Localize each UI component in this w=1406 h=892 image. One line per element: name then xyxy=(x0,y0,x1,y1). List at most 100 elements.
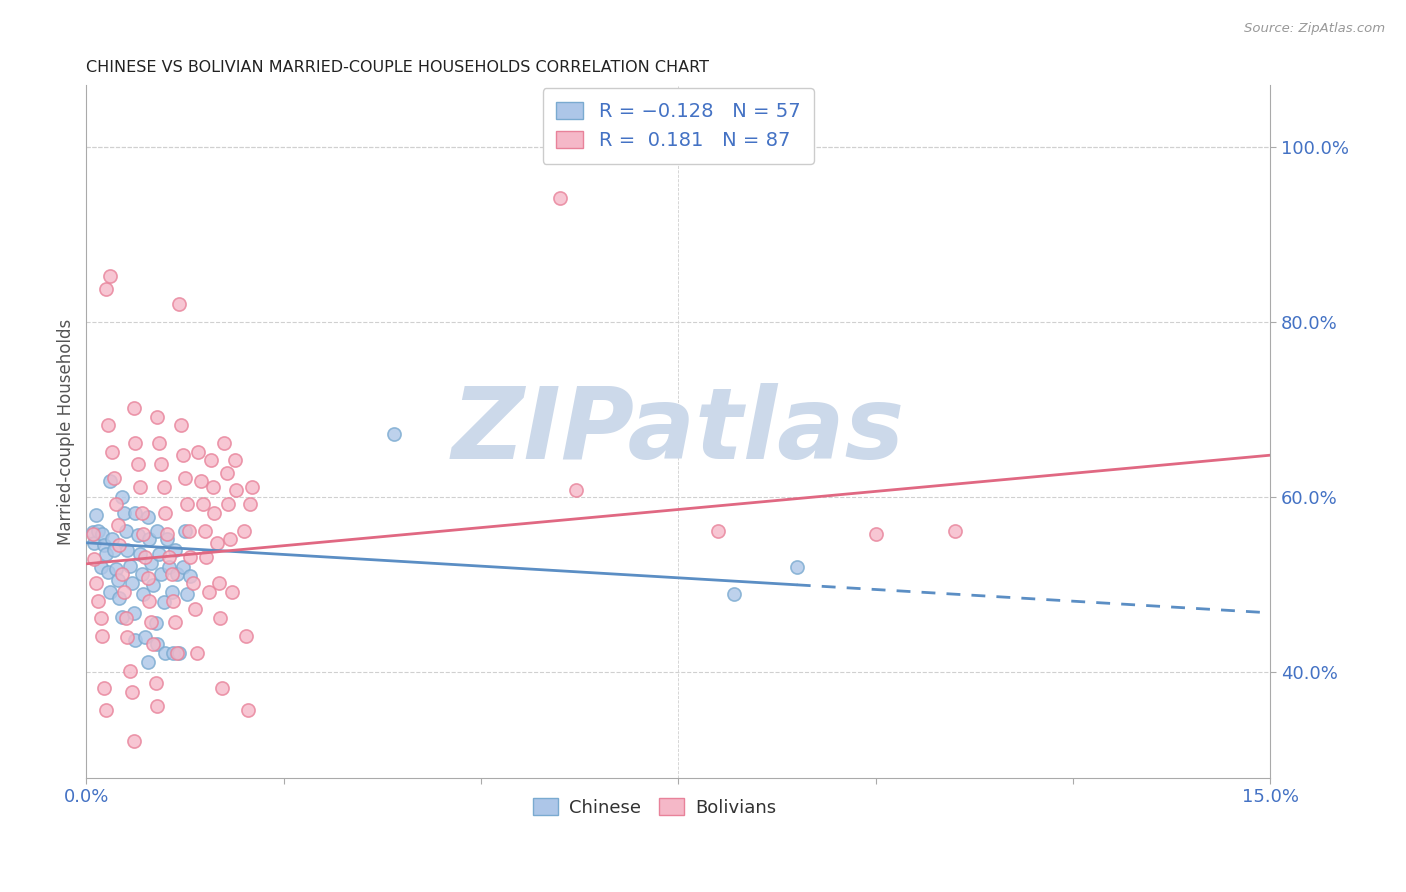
Point xyxy=(217,497,239,511)
Point xyxy=(240,480,263,494)
Point xyxy=(205,535,228,549)
Point xyxy=(89,560,111,574)
Point xyxy=(176,586,198,600)
Point xyxy=(155,506,177,520)
Point xyxy=(943,524,966,538)
Point xyxy=(112,506,135,520)
Point xyxy=(176,497,198,511)
Point xyxy=(108,591,131,605)
Point xyxy=(127,528,149,542)
Point xyxy=(184,602,207,616)
Point xyxy=(146,409,169,424)
Point xyxy=(155,646,177,660)
Point xyxy=(98,269,121,284)
Point xyxy=(146,698,169,713)
Point xyxy=(169,646,191,660)
Point xyxy=(105,497,128,511)
Point xyxy=(181,576,204,591)
Point xyxy=(83,535,105,549)
Point xyxy=(114,611,136,625)
Point xyxy=(145,676,167,690)
Point xyxy=(107,574,129,588)
Point xyxy=(136,571,159,585)
Point xyxy=(707,524,730,538)
Point xyxy=(105,562,128,576)
Point xyxy=(239,497,262,511)
Point xyxy=(179,549,201,564)
Point xyxy=(146,637,169,651)
Point xyxy=(91,629,114,643)
Point xyxy=(156,527,179,541)
Point xyxy=(93,538,115,552)
Point xyxy=(166,646,188,660)
Point xyxy=(208,576,231,591)
Point xyxy=(221,584,243,599)
Point xyxy=(225,483,247,498)
Point xyxy=(723,586,745,600)
Point xyxy=(84,508,107,522)
Point xyxy=(148,436,170,450)
Point xyxy=(191,497,214,511)
Point xyxy=(200,453,222,467)
Point xyxy=(138,593,160,607)
Point xyxy=(100,444,122,458)
Point xyxy=(124,633,146,648)
Point xyxy=(174,524,197,538)
Point xyxy=(179,569,201,583)
Point xyxy=(162,646,184,660)
Point xyxy=(786,560,808,574)
Point xyxy=(233,524,256,538)
Point xyxy=(172,448,194,462)
Point xyxy=(197,584,219,599)
Point xyxy=(134,631,156,645)
Point xyxy=(103,542,125,557)
Point xyxy=(195,549,218,564)
Point xyxy=(138,533,160,547)
Point xyxy=(118,558,141,573)
Point xyxy=(131,567,153,582)
Point xyxy=(219,533,242,547)
Point xyxy=(152,595,174,609)
Point xyxy=(174,471,197,485)
Point xyxy=(150,567,173,582)
Point xyxy=(152,480,174,494)
Point xyxy=(156,533,179,547)
Point xyxy=(129,480,152,494)
Point xyxy=(91,527,114,541)
Point xyxy=(142,578,165,592)
Point xyxy=(121,684,143,698)
Point xyxy=(201,480,224,494)
Point xyxy=(160,584,183,599)
Point xyxy=(93,681,115,696)
Point xyxy=(136,655,159,669)
Point xyxy=(94,547,117,561)
Point xyxy=(94,282,117,296)
Point xyxy=(139,556,162,570)
Point xyxy=(548,191,571,205)
Point xyxy=(87,593,110,607)
Point xyxy=(170,418,193,433)
Point xyxy=(111,490,134,504)
Point xyxy=(211,681,233,696)
Point xyxy=(107,518,129,533)
Point xyxy=(136,509,159,524)
Point xyxy=(145,615,167,630)
Point xyxy=(97,418,120,433)
Point xyxy=(87,524,110,538)
Point xyxy=(111,567,134,582)
Point xyxy=(235,629,257,643)
Point xyxy=(132,527,155,541)
Point xyxy=(169,297,191,311)
Point xyxy=(564,483,586,498)
Point xyxy=(97,565,120,579)
Point xyxy=(114,524,136,538)
Point xyxy=(194,524,217,538)
Point xyxy=(157,560,180,574)
Point xyxy=(865,527,887,541)
Point xyxy=(118,664,141,678)
Point xyxy=(132,586,155,600)
Point xyxy=(186,646,208,660)
Point xyxy=(82,525,104,540)
Point xyxy=(214,436,236,450)
Point xyxy=(163,615,186,629)
